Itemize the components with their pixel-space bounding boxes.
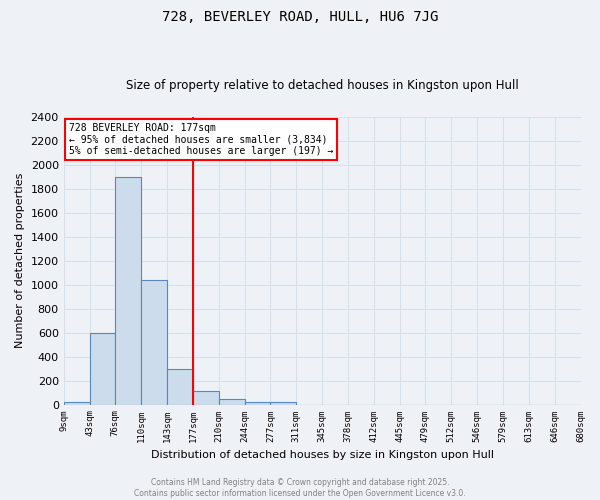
- Bar: [271, 402, 296, 404]
- Text: Contains HM Land Registry data © Crown copyright and database right 2025.
Contai: Contains HM Land Registry data © Crown c…: [134, 478, 466, 498]
- X-axis label: Distribution of detached houses by size in Kingston upon Hull: Distribution of detached houses by size …: [151, 450, 494, 460]
- Bar: [141, 280, 167, 404]
- Bar: [245, 402, 271, 404]
- Bar: [193, 392, 219, 404]
- Y-axis label: Number of detached properties: Number of detached properties: [15, 173, 25, 348]
- Bar: [167, 369, 193, 404]
- Bar: [219, 399, 245, 404]
- Title: Size of property relative to detached houses in Kingston upon Hull: Size of property relative to detached ho…: [126, 79, 518, 92]
- Bar: [89, 332, 115, 404]
- Text: 728 BEVERLEY ROAD: 177sqm
← 95% of detached houses are smaller (3,834)
5% of sem: 728 BEVERLEY ROAD: 177sqm ← 95% of detac…: [69, 122, 333, 156]
- Bar: [64, 402, 89, 404]
- Bar: [115, 176, 141, 404]
- Text: 728, BEVERLEY ROAD, HULL, HU6 7JG: 728, BEVERLEY ROAD, HULL, HU6 7JG: [162, 10, 438, 24]
